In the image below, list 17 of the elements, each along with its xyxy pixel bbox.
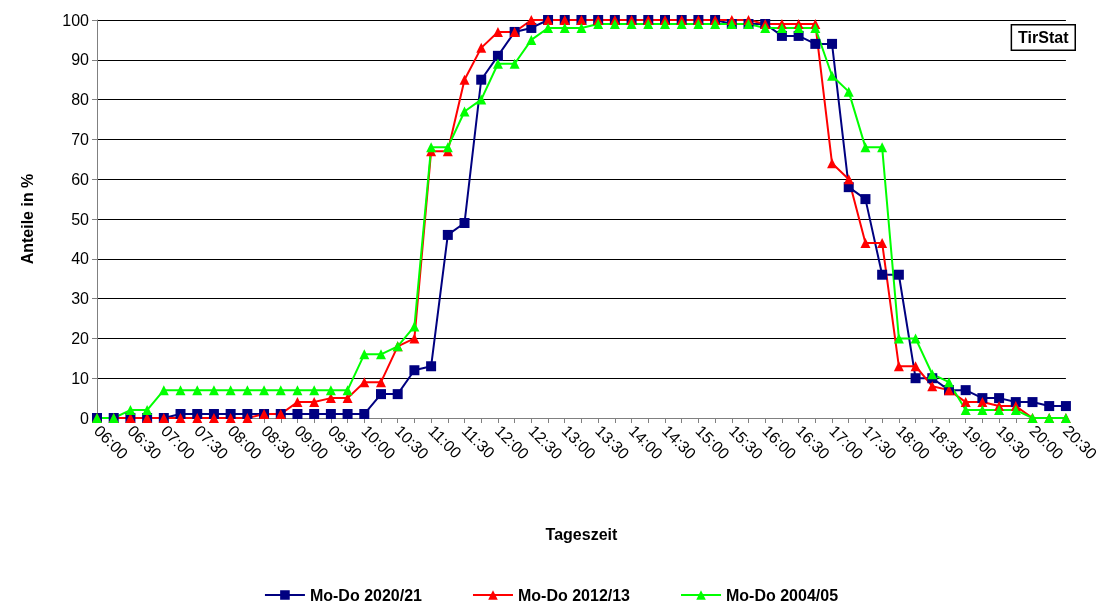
y-tick-label: 90 (71, 51, 90, 69)
y-tick-label: 30 (71, 290, 90, 308)
y-tick-label: 50 (71, 210, 90, 228)
legend-label: Mo-Do 2020/21 (309, 586, 423, 604)
y-tick-label: 80 (71, 91, 90, 109)
y-tick-label: 10 (71, 369, 90, 387)
legend-label: Mo-Do 2004/05 (726, 586, 839, 604)
y-tick-label: 70 (71, 130, 90, 148)
y-tick-label: 0 (80, 409, 90, 427)
annotation: TirStat (1018, 29, 1070, 46)
y-tick-label: 60 (71, 170, 90, 188)
x-axis-title: Tageszeit (545, 525, 618, 543)
legend-label: Mo-Do 2012/13 (517, 586, 631, 604)
y-tick-label: 20 (71, 329, 90, 347)
y-tick-label: 40 (71, 250, 90, 268)
y-tick-label: 100 (62, 11, 90, 29)
y-axis-title: Anteile in % (18, 173, 36, 265)
